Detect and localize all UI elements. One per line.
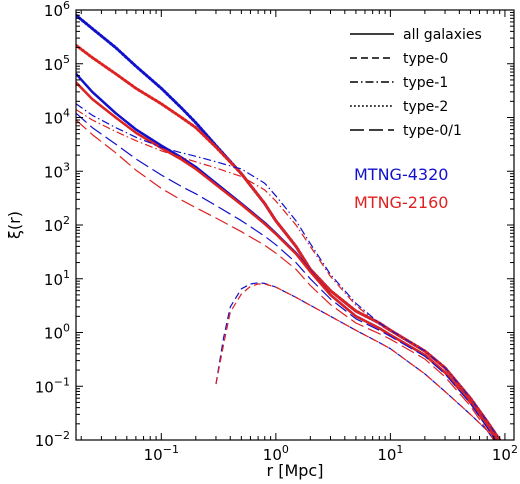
series-line-5 xyxy=(76,109,500,440)
series-layer xyxy=(76,13,502,440)
series-line-4 xyxy=(76,103,501,440)
x-tick-label: 100 xyxy=(263,443,289,464)
y-tick-label: 10−1 xyxy=(35,375,70,396)
simulation-label: MTNG-2160 xyxy=(354,193,448,212)
y-tick-label: 106 xyxy=(44,0,70,20)
x-tick-label: 101 xyxy=(377,443,403,464)
ticks-layer: 10−1 100 101 102 10−2 10−1 100 101 102 103 104 105 1… xyxy=(35,0,518,464)
legend-label: all galaxies xyxy=(403,27,482,43)
y-tick-label: 100 xyxy=(44,322,70,343)
y-tick-label: 102 xyxy=(44,214,70,235)
series-line-3 xyxy=(76,81,498,440)
series-line-7 xyxy=(76,119,495,440)
x-tick-label: 10−1 xyxy=(144,443,179,464)
legend-label: type-1 xyxy=(403,75,448,91)
x-axis-label: r [Mpc] xyxy=(267,461,324,480)
simulation-label: MTNG-4320 xyxy=(354,165,448,184)
legend-label: type-0 xyxy=(403,51,448,67)
x-tick-label: 102 xyxy=(492,443,518,464)
y-tick-label: 101 xyxy=(44,268,70,289)
series-line-9 xyxy=(215,283,495,440)
y-axis-label: ξ(r) xyxy=(5,211,24,239)
y-tick-label: 105 xyxy=(44,53,70,74)
series-line-6 xyxy=(76,112,497,440)
y-tick-label: 103 xyxy=(44,160,70,181)
y-tick-label: 10−2 xyxy=(35,429,70,450)
legend-label: type-2 xyxy=(403,99,448,115)
legend-label: type-0/1 xyxy=(403,123,462,139)
simulation-labels: MTNG-4320 MTNG-2160 xyxy=(354,165,448,212)
y-tick-label: 104 xyxy=(44,107,70,128)
legend: all galaxies type-0 type-1 type-2 type-0/1 xyxy=(350,27,482,139)
